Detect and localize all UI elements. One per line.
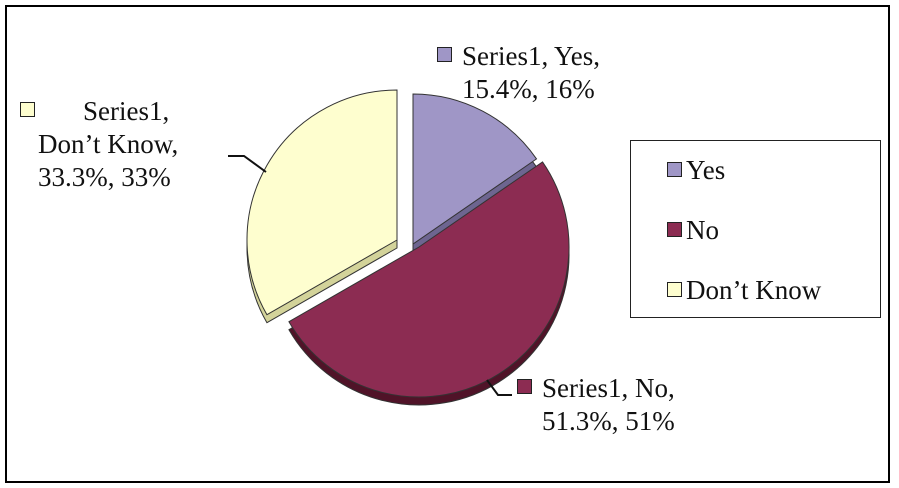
data-label-dontknow: Series1, Don’t Know, 33.3%, 33% [20,95,178,194]
data-label-dontknow-line2: Don’t Know, [38,129,179,159]
data-label-yes-line2: 15.4%, 16% [462,74,595,104]
data-label-yes-line1: Series1, Yes, [462,41,601,71]
legend-swatch-no [667,222,682,237]
legend-item-dontknow: Don’t Know [667,275,821,305]
legend-swatch-dontknow [667,282,682,297]
pie-slice-yes [412,93,538,245]
pie-slice-no [288,161,570,398]
data-label-no-line2: 51.3%, 51% [542,406,675,436]
data-label-dontknow-line3: 33.3%, 33% [38,162,171,192]
legend-label-no: No [686,215,719,245]
data-label-dontknow-line1: Series1, [83,96,170,126]
leader-line-no [486,379,512,396]
legend-item-no: No [667,215,719,245]
leader-line-dontknow [228,155,267,173]
legend: Yes No Don’t Know [630,140,881,318]
legend-swatch-yes [667,162,682,177]
pie-slice-dontknow [246,89,398,316]
legend-label-dontknow: Don’t Know [686,275,822,305]
data-label-no: Series1, No, 51.3%, 51% [517,372,675,438]
data-label-swatch-dontknow [20,102,35,117]
data-label-swatch-no [517,379,532,394]
data-label-no-line1: Series1, No, [542,373,675,403]
legend-item-yes: Yes [667,155,725,185]
legend-label-yes: Yes [686,155,726,185]
data-label-yes: Series1, Yes, 15.4%, 16% [437,40,600,106]
data-label-swatch-yes [437,47,452,62]
